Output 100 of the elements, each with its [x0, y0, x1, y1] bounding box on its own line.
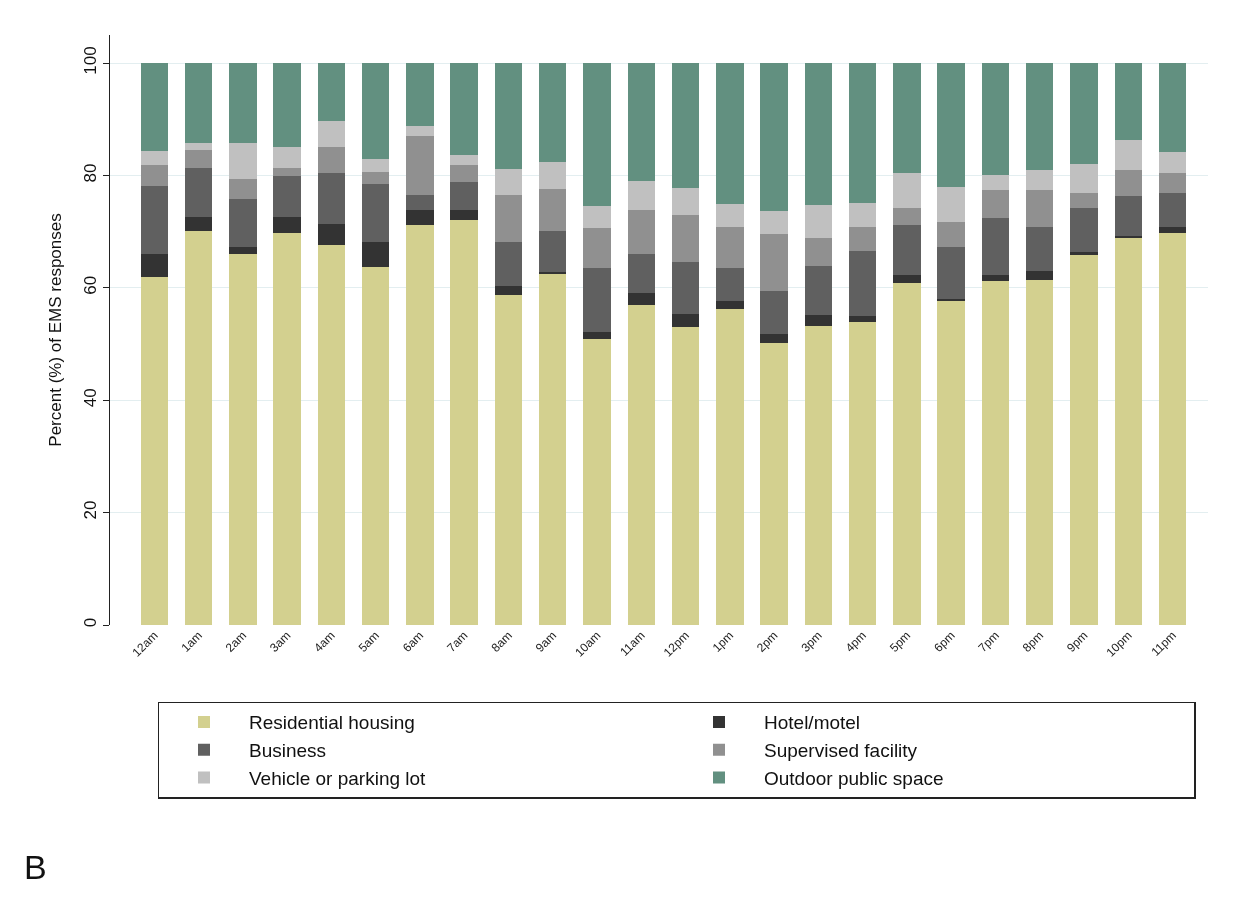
bar: [1158, 63, 1187, 152]
bar: [450, 155, 478, 165]
bar: [671, 326, 700, 625]
bar: [1026, 279, 1054, 625]
bar: [804, 238, 833, 266]
bar: [893, 172, 921, 209]
x-tick-label: 7pm: [975, 628, 1002, 655]
bar: [539, 230, 567, 272]
bar: [539, 63, 567, 162]
bar: [406, 63, 434, 127]
bar: [140, 63, 168, 152]
bar: [583, 338, 611, 625]
bar: [627, 292, 656, 306]
y-tick-label: 100: [81, 46, 101, 75]
x-tick-label: 1pm: [709, 628, 737, 655]
bar: [937, 187, 965, 223]
bar: [1026, 189, 1054, 228]
bar: [184, 63, 213, 144]
bar: [1026, 63, 1054, 171]
bar: [317, 172, 346, 225]
bar: [317, 146, 346, 173]
bar: [627, 180, 656, 210]
bar: [317, 245, 346, 625]
bar: [848, 250, 877, 316]
bar: [406, 126, 434, 137]
bar: [1114, 170, 1143, 197]
bar: [937, 222, 965, 247]
bar: [273, 63, 301, 147]
bar: [583, 63, 611, 206]
bar: [494, 295, 523, 625]
bar: [1114, 196, 1143, 237]
bar: [893, 225, 921, 275]
bar: [184, 217, 213, 231]
bar: [627, 305, 656, 625]
bar: [937, 246, 965, 300]
bar: [760, 333, 788, 343]
bar: [184, 143, 213, 151]
bar: [140, 151, 168, 165]
bar: [671, 313, 700, 327]
bar: [937, 300, 965, 625]
bar: [1114, 140, 1143, 171]
bar: [848, 63, 877, 204]
x-tick-label: 3am: [267, 628, 294, 655]
bar: [981, 189, 1010, 219]
bar: [229, 63, 257, 144]
bar: [229, 143, 257, 179]
bar: [760, 211, 788, 235]
bar: [1070, 63, 1098, 165]
bar: [273, 233, 301, 625]
bar: [583, 205, 611, 229]
bar: [361, 266, 390, 625]
bar: [981, 281, 1010, 625]
bar: [494, 169, 523, 195]
x-tick-label: 4pm: [842, 628, 870, 655]
bar: [539, 274, 567, 625]
bar: [317, 224, 346, 246]
bar: [1158, 192, 1187, 228]
bar: [848, 203, 877, 228]
bar: [1114, 237, 1143, 625]
bar: [450, 182, 478, 211]
bar: [1070, 254, 1098, 625]
y-tick-label: 80: [81, 163, 101, 183]
bar: [981, 274, 1010, 282]
legend-label: Outdoor public space: [764, 767, 944, 789]
bar: [229, 199, 257, 248]
y-axis-title: Percent (%) of EMS responses: [45, 213, 65, 447]
bar: [273, 167, 301, 177]
x-tick-label: 5am: [355, 628, 383, 655]
x-tick-label: 6pm: [931, 628, 958, 655]
y-tick-label: 20: [81, 500, 101, 520]
text: B: [24, 848, 47, 886]
bar: [671, 187, 700, 215]
bar: [229, 247, 257, 255]
bar: [450, 63, 478, 156]
bar: [406, 194, 434, 210]
bar: [760, 234, 788, 291]
x-tick-label: 1am: [178, 628, 205, 655]
bar: [1114, 63, 1143, 141]
x-tick-label: 7am: [444, 628, 471, 655]
x-tick-label: 9pm: [1063, 628, 1091, 655]
bar: [406, 136, 434, 195]
bar: [1026, 227, 1054, 271]
bar: [273, 176, 301, 218]
bar: [893, 63, 921, 173]
legend-label: Hotel/motel: [764, 712, 861, 734]
bar: [229, 178, 257, 200]
bar: [981, 63, 1010, 176]
bar: [317, 63, 346, 121]
bar: [317, 120, 346, 147]
bar: [450, 219, 478, 625]
bar: [893, 208, 921, 226]
bar: [716, 308, 744, 625]
y-tick-label: 60: [81, 275, 101, 295]
bar: [893, 274, 921, 284]
bar: [494, 194, 523, 242]
bar: [273, 217, 301, 234]
bar: [671, 262, 700, 314]
bar: [361, 63, 390, 159]
bar: [494, 241, 523, 287]
bar: [804, 265, 833, 316]
